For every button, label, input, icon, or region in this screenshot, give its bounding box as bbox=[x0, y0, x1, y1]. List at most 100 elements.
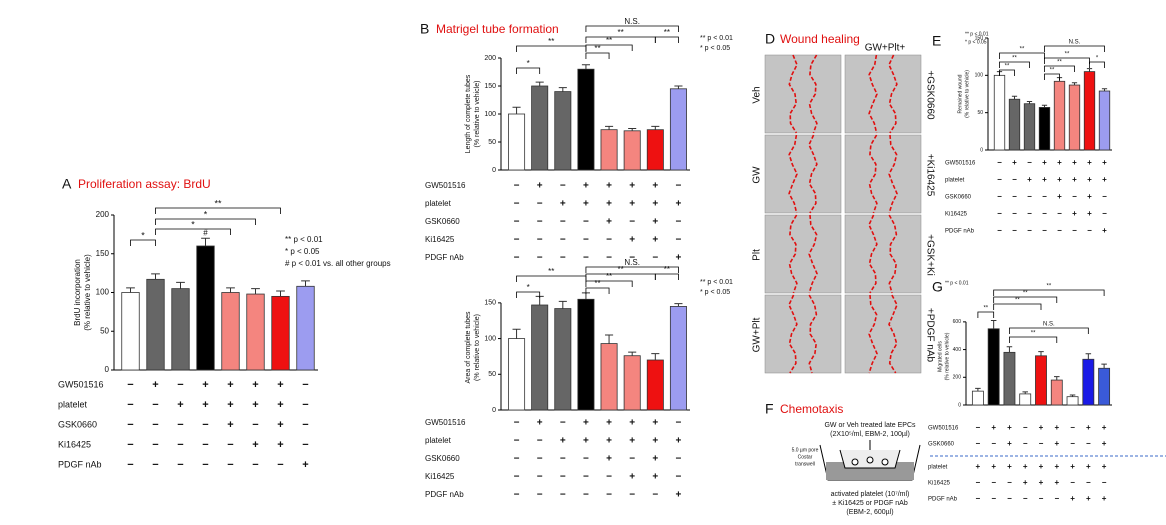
condition-mark: + bbox=[277, 379, 283, 391]
condition-mark: + bbox=[1087, 192, 1092, 201]
condition-label: GSK0660 bbox=[928, 442, 955, 448]
significance-bracket bbox=[999, 52, 1045, 59]
significance-bracket bbox=[1009, 327, 1089, 334]
condition-mark: − bbox=[560, 454, 566, 465]
annotation: * bbox=[527, 59, 530, 68]
condition-mark: − bbox=[1039, 439, 1044, 448]
wound-edge bbox=[808, 294, 818, 374]
condition-mark: + bbox=[1007, 462, 1012, 471]
bar bbox=[1082, 358, 1095, 406]
significance-bracket bbox=[516, 275, 587, 282]
panel-letter: G bbox=[932, 279, 943, 295]
bar bbox=[600, 129, 618, 171]
panel-title: Matrigel tube formation bbox=[436, 22, 559, 36]
wound-image bbox=[764, 54, 842, 134]
error-bar bbox=[1101, 363, 1107, 369]
bar bbox=[171, 288, 190, 371]
condition-mark: − bbox=[583, 235, 589, 246]
condition-mark: + bbox=[1023, 462, 1028, 471]
condition-mark: − bbox=[1023, 439, 1028, 448]
error-bar bbox=[558, 87, 567, 92]
condition-mark: − bbox=[1086, 439, 1091, 448]
diagram-text: GW or Veh treated late EPCs bbox=[824, 422, 916, 429]
condition-mark: + bbox=[1086, 423, 1091, 432]
condition-mark: − bbox=[1070, 423, 1075, 432]
condition-mark: − bbox=[1027, 192, 1032, 201]
condition-label: PDGF nAb bbox=[928, 497, 958, 503]
error-bar bbox=[605, 125, 614, 130]
bar bbox=[1038, 107, 1051, 151]
condition-mark: − bbox=[514, 454, 520, 465]
condition-mark: − bbox=[560, 253, 566, 264]
condition-mark: − bbox=[127, 399, 133, 411]
condition-mark: + bbox=[652, 454, 658, 465]
condition-mark: − bbox=[560, 418, 566, 429]
bar bbox=[554, 308, 572, 411]
y-tick-label: 400 bbox=[953, 347, 962, 353]
condition-mark: − bbox=[537, 454, 543, 465]
y-tick-label: 0 bbox=[492, 167, 496, 174]
condition-mark: + bbox=[991, 423, 996, 432]
condition-mark: + bbox=[152, 379, 158, 391]
bar bbox=[508, 113, 526, 171]
legend-text: # p < 0.01 vs. all other groups bbox=[285, 259, 391, 268]
annotation: * bbox=[191, 219, 195, 229]
condition-mark: − bbox=[514, 418, 520, 429]
error-bar bbox=[651, 125, 660, 130]
y-tick-label: 50 bbox=[488, 139, 496, 146]
condition-mark: − bbox=[514, 235, 520, 246]
row-label: GW bbox=[752, 166, 763, 184]
error-bar bbox=[605, 334, 614, 344]
error-bar bbox=[1054, 376, 1060, 381]
condition-mark: + bbox=[606, 199, 612, 210]
condition-label: Ki16425 bbox=[58, 439, 91, 449]
error-bar bbox=[176, 281, 185, 289]
condition-mark: + bbox=[1057, 192, 1062, 201]
condition-mark: − bbox=[1102, 192, 1107, 201]
condition-mark: − bbox=[629, 454, 635, 465]
condition-mark: + bbox=[1054, 462, 1059, 471]
wound-image bbox=[764, 294, 842, 374]
condition-mark: − bbox=[1007, 478, 1012, 487]
legend-text: ** p < 0.01 bbox=[700, 279, 733, 286]
condition-mark: + bbox=[1054, 423, 1059, 432]
condition-mark: + bbox=[652, 199, 658, 210]
bar bbox=[1019, 393, 1032, 406]
condition-mark: + bbox=[202, 399, 208, 411]
condition-mark: + bbox=[1102, 175, 1107, 184]
row-label: +Ki16425 bbox=[924, 154, 935, 197]
legend-text: ** p < 0.01 bbox=[700, 35, 733, 42]
condition-mark: − bbox=[629, 253, 635, 264]
condition-mark: − bbox=[976, 439, 981, 448]
condition-mark: + bbox=[537, 418, 543, 429]
condition-mark: − bbox=[514, 253, 520, 264]
y-tick-label: 200 bbox=[484, 55, 496, 62]
annotation: N.S. bbox=[1069, 40, 1081, 46]
condition-mark: − bbox=[302, 419, 308, 431]
annotation: ** bbox=[664, 28, 670, 37]
condition-mark: + bbox=[1102, 423, 1107, 432]
annotation: * bbox=[527, 283, 530, 292]
row-label: +PDGF nAb bbox=[924, 308, 935, 363]
y-tick-label: 100 bbox=[96, 288, 110, 297]
error-bar bbox=[1101, 88, 1108, 92]
condition-label: PDGF nAb bbox=[425, 253, 464, 262]
condition-mark: + bbox=[676, 199, 682, 210]
condition-mark: + bbox=[1102, 462, 1107, 471]
condition-mark: + bbox=[1054, 478, 1059, 487]
condition-mark: + bbox=[606, 181, 612, 192]
diagram-text: ± Ki16425 or PDGF nAb bbox=[832, 500, 908, 507]
wound-images bbox=[764, 54, 922, 374]
condition-mark: + bbox=[1087, 158, 1092, 167]
condition-mark: − bbox=[560, 472, 566, 483]
condition-mark: + bbox=[1039, 478, 1044, 487]
bar bbox=[669, 88, 687, 171]
bar bbox=[1066, 396, 1079, 406]
diagram-text: (EBM-2, 600µl) bbox=[846, 509, 893, 516]
annotation: ** bbox=[664, 265, 670, 274]
condition-label: PDGF nAb bbox=[425, 490, 464, 499]
y-tick-label: 600 bbox=[953, 319, 962, 325]
condition-mark: − bbox=[202, 439, 208, 451]
y-axis-label: Migrated cells bbox=[937, 341, 943, 372]
legend-text: ** p < 0.01 bbox=[965, 31, 989, 37]
